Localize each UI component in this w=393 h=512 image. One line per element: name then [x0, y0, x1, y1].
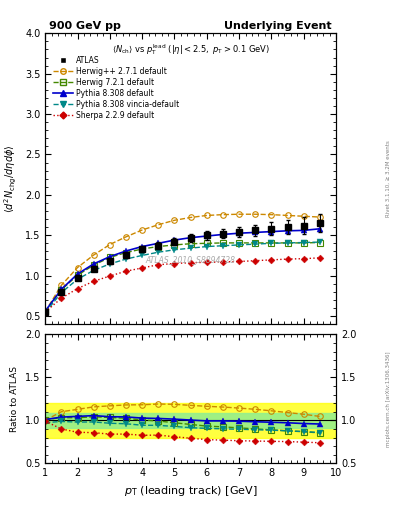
Text: mcplots.cern.ch [arXiv:1306.3436]: mcplots.cern.ch [arXiv:1306.3436]	[386, 351, 391, 446]
Y-axis label: $\langle d^2 N_\mathrm{chg}/d\eta d\phi\rangle$: $\langle d^2 N_\mathrm{chg}/d\eta d\phi\…	[3, 144, 19, 213]
Text: Underlying Event: Underlying Event	[224, 20, 332, 31]
Legend: ATLAS, Herwig++ 2.7.1 default, Herwig 7.2.1 default, Pythia 8.308 default, Pythi: ATLAS, Herwig++ 2.7.1 default, Herwig 7.…	[52, 55, 180, 121]
Text: 900 GeV pp: 900 GeV pp	[49, 20, 121, 31]
X-axis label: $p_\mathrm{T}$ (leading track) [GeV]: $p_\mathrm{T}$ (leading track) [GeV]	[124, 484, 257, 498]
Y-axis label: Ratio to ATLAS: Ratio to ATLAS	[10, 366, 19, 432]
Text: Rivet 3.1.10, ≥ 3.2M events: Rivet 3.1.10, ≥ 3.2M events	[386, 140, 391, 217]
Text: $\langle N_\mathrm{ch}\rangle$ vs $p_\mathrm{T}^\mathrm{lead}$ ($|\eta| < 2.5,\ : $\langle N_\mathrm{ch}\rangle$ vs $p_\ma…	[112, 42, 270, 57]
Text: ATLAS_2010_S8894728: ATLAS_2010_S8894728	[145, 255, 236, 265]
